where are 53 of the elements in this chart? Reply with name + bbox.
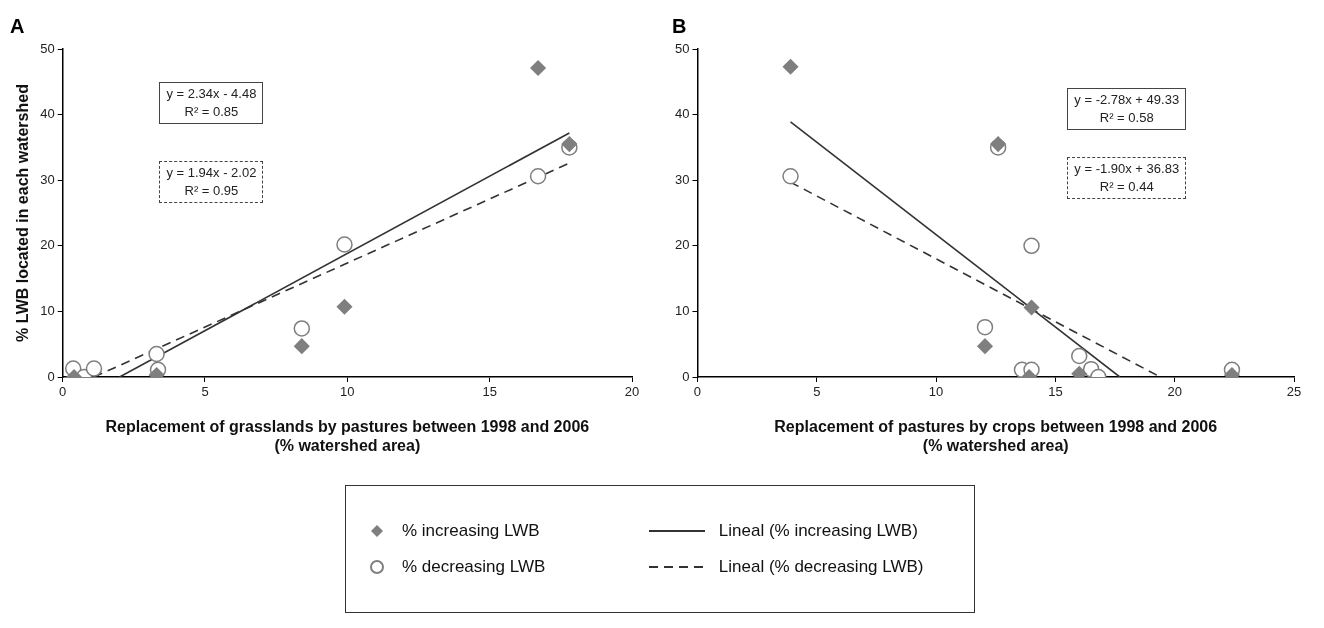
point [1071,347,1088,365]
x-tick-label: 15 [1048,384,1063,400]
annotation: y = -1.90x + 36.83 R² = 0.44 [1067,157,1187,200]
legend-label: % increasing LWB [402,521,540,541]
y-tick-label: 40 [674,106,690,122]
point [530,60,546,76]
y-axis-title: % LWB located in each watershed [14,84,32,342]
point [976,318,994,336]
annotation: y = 1.94x - 2.02 R² = 0.95 [159,160,264,203]
x-tick-label: 10 [928,384,944,400]
x-tick-label: 0 [59,384,67,400]
y-tick-label: 30 [40,171,55,187]
legend-label: % decreasing LWB [402,557,546,577]
point [293,320,311,337]
legend-label: Lineal (% increasing LWB) [718,521,918,541]
y-tick-label: 10 [674,302,690,318]
y-tick-label: 40 [40,106,55,122]
y-tick-label: 30 [674,171,690,187]
y-tick-label: 20 [674,237,690,253]
y-tick-label: 50 [40,40,55,56]
chart-title: B [672,14,687,37]
y-tick-label: 0 [682,368,690,384]
point [529,168,547,185]
x-axis-title: Replacement of grasslands by pastures between 1998 and 2006 (% watershed area) [105,417,590,454]
x-tick-label: 20 [1167,384,1182,400]
x-tick-label: 25 [1286,384,1302,400]
point [990,136,1006,152]
x-tick-label: 15 [482,384,497,400]
point [782,168,799,185]
y-tick-label: 20 [40,237,55,253]
point [1023,299,1040,316]
point [782,58,799,75]
annotation: y = -2.78x + 49.33 R² = 0.58 [1067,88,1187,131]
point [1023,237,1040,255]
chart-title: A [10,14,25,37]
legend-label: Lineal (% decreasing LWB) [718,557,924,577]
annotation: y = 2.34x - 4.48 R² = 0.85 [159,81,264,124]
y-tick-label: 0 [47,368,55,384]
x-axis-title: Replacement of pastures by crops between 1998 and 2006 (% watershed area) [774,417,1218,454]
point [85,360,103,377]
point [148,345,165,363]
x-tick-label: 0 [693,384,702,400]
point [336,299,353,315]
x-tick-label: 20 [624,384,640,400]
x-tick-label: 5 [813,384,821,400]
point [336,236,353,253]
point [977,338,993,354]
point [561,136,578,152]
y-tick-label: 50 [674,40,690,56]
x-tick-label: 5 [201,384,209,400]
y-tick-label: 10 [40,302,55,318]
x-tick-label: 10 [340,384,355,400]
point [294,338,310,354]
